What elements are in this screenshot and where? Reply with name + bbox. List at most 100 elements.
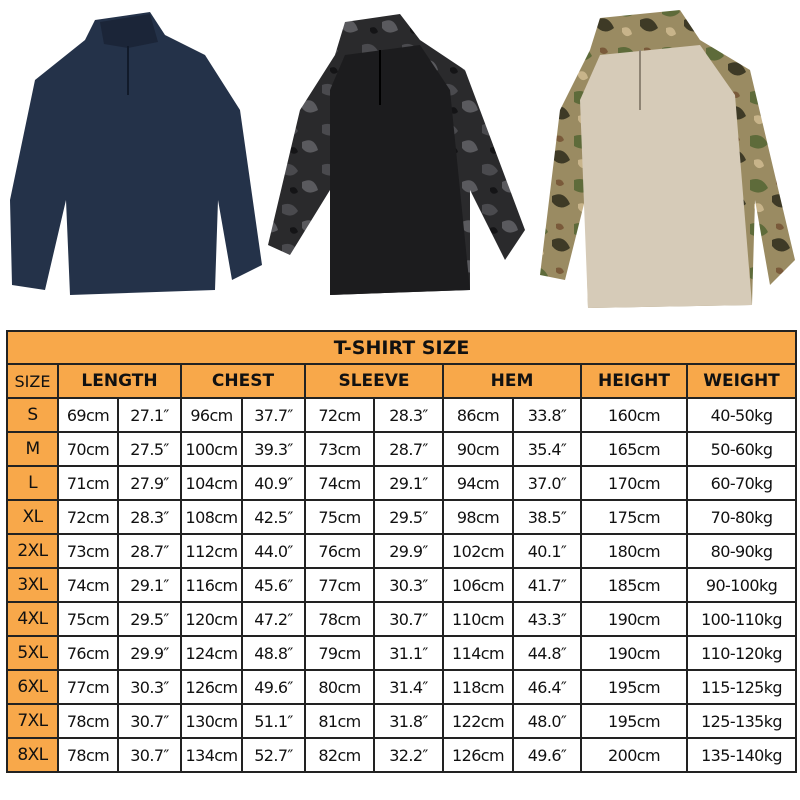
- cell-weight: 100-110kg: [685, 601, 798, 637]
- cell-length-cm: 76cm: [57, 635, 119, 671]
- cell-chest-in: 47.2″: [241, 601, 306, 637]
- cell-hem-cm: 118cm: [442, 669, 514, 705]
- cell-size: S: [6, 397, 59, 433]
- cell-sleeve-cm: 75cm: [304, 499, 375, 535]
- cell-size: 8XL: [6, 737, 59, 773]
- cell-chest-cm: 96cm: [180, 397, 243, 433]
- cell-hem-cm: 102cm: [442, 533, 514, 569]
- cell-chest-cm: 134cm: [180, 737, 243, 773]
- cell-sleeve-cm: 78cm: [304, 601, 375, 637]
- cell-size: 3XL: [6, 567, 59, 603]
- cell-length-cm: 72cm: [57, 499, 119, 535]
- cell-length-in: 29.5″: [117, 601, 182, 637]
- cell-sleeve-cm: 73cm: [304, 431, 375, 467]
- cell-weight: 90-100kg: [685, 567, 798, 603]
- table-row: M 70cm 27.5″ 100cm 39.3″ 73cm 28.7″ 90cm 35.4″ 16…: [6, 431, 798, 467]
- cell-length-cm: 71cm: [57, 465, 119, 501]
- cell-length-in: 30.3″: [117, 669, 182, 705]
- header-chest: CHEST: [180, 363, 306, 399]
- cell-chest-cm: 124cm: [180, 635, 243, 671]
- cell-hem-in: 38.5″: [512, 499, 582, 535]
- cell-chest-in: 44.0″: [241, 533, 306, 569]
- cell-sleeve-in: 30.7″: [373, 601, 444, 637]
- cell-chest-in: 45.6″: [241, 567, 306, 603]
- cell-size: L: [6, 465, 59, 501]
- cell-length-cm: 77cm: [57, 669, 119, 705]
- cell-chest-cm: 116cm: [180, 567, 243, 603]
- header-hem: HEM: [442, 363, 582, 399]
- header-length: LENGTH: [57, 363, 182, 399]
- cell-length-cm: 70cm: [57, 431, 119, 467]
- cell-chest-in: 48.8″: [241, 635, 306, 671]
- cell-length-cm: 78cm: [57, 737, 119, 773]
- cell-length-cm: 69cm: [57, 397, 119, 433]
- header-height: HEIGHT: [580, 363, 688, 399]
- size-chart-table: T-SHIRT SIZE SIZE LENGTH CHEST SLEEVE HE…: [5, 330, 798, 773]
- cell-chest-cm: 104cm: [180, 465, 243, 501]
- cell-length-in: 30.7″: [117, 737, 182, 773]
- cell-height: 170cm: [580, 465, 688, 501]
- header-sleeve: SLEEVE: [304, 363, 444, 399]
- cell-chest-cm: 120cm: [180, 601, 243, 637]
- cell-sleeve-in: 32.2″: [373, 737, 444, 773]
- cell-height: 195cm: [580, 703, 688, 739]
- header-weight: WEIGHT: [685, 363, 798, 399]
- cell-weight: 70-80kg: [685, 499, 798, 535]
- cell-size: 4XL: [6, 601, 59, 637]
- cell-sleeve-cm: 76cm: [304, 533, 375, 569]
- cell-weight: 60-70kg: [685, 465, 798, 501]
- cell-chest-in: 52.7″: [241, 737, 306, 773]
- cell-sleeve-cm: 77cm: [304, 567, 375, 603]
- cell-size: XL: [6, 499, 59, 535]
- cell-height: 190cm: [580, 601, 688, 637]
- cell-height: 185cm: [580, 567, 688, 603]
- cell-chest-cm: 100cm: [180, 431, 243, 467]
- cell-sleeve-in: 29.1″: [373, 465, 444, 501]
- cell-weight: 135-140kg: [685, 737, 798, 773]
- cell-weight: 115-125kg: [685, 669, 798, 705]
- cell-sleeve-cm: 79cm: [304, 635, 375, 671]
- cell-length-in: 27.9″: [117, 465, 182, 501]
- table-row: 7XL 78cm 30.7″ 130cm 51.1″ 81cm 31.8″ 122cm 48.0…: [6, 703, 798, 739]
- cell-chest-cm: 108cm: [180, 499, 243, 535]
- cell-chest-in: 40.9″: [241, 465, 306, 501]
- cell-size: 7XL: [6, 703, 59, 739]
- cell-hem-in: 49.6″: [512, 737, 582, 773]
- cell-length-cm: 74cm: [57, 567, 119, 603]
- cell-hem-cm: 106cm: [442, 567, 514, 603]
- cell-height: 195cm: [580, 669, 688, 705]
- cell-sleeve-in: 29.5″: [373, 499, 444, 535]
- cell-height: 160cm: [580, 397, 688, 433]
- navy-shirt: [10, 12, 262, 295]
- cell-sleeve-in: 31.4″: [373, 669, 444, 705]
- cell-length-cm: 73cm: [57, 533, 119, 569]
- table-row: L 71cm 27.9″ 104cm 40.9″ 74cm 29.1″ 94cm 37.0″ 17…: [6, 465, 798, 501]
- cell-chest-cm: 112cm: [180, 533, 243, 569]
- cell-height: 175cm: [580, 499, 688, 535]
- cell-chest-in: 39.3″: [241, 431, 306, 467]
- multicam-shirt: [540, 10, 795, 308]
- cell-length-cm: 78cm: [57, 703, 119, 739]
- cell-hem-cm: 114cm: [442, 635, 514, 671]
- cell-size: M: [6, 431, 59, 467]
- cell-sleeve-cm: 72cm: [304, 397, 375, 433]
- table-row: S 69cm 27.1″ 96cm 37.7″ 72cm 28.3″ 86cm 33.8″ 160…: [6, 397, 798, 433]
- cell-sleeve-cm: 81cm: [304, 703, 375, 739]
- cell-size: 6XL: [6, 669, 59, 705]
- cell-length-in: 27.1″: [117, 397, 182, 433]
- cell-hem-cm: 98cm: [442, 499, 514, 535]
- cell-hem-in: 35.4″: [512, 431, 582, 467]
- cell-hem-cm: 122cm: [442, 703, 514, 739]
- cell-sleeve-in: 28.3″: [373, 397, 444, 433]
- cell-size: 2XL: [6, 533, 59, 569]
- cell-sleeve-in: 31.8″: [373, 703, 444, 739]
- table-row: 5XL 76cm 29.9″ 124cm 48.8″ 79cm 31.1″ 114cm 44.8…: [6, 635, 798, 671]
- cell-weight: 40-50kg: [685, 397, 798, 433]
- cell-weight: 125-135kg: [685, 703, 798, 739]
- cell-length-in: 28.3″: [117, 499, 182, 535]
- cell-length-in: 27.5″: [117, 431, 182, 467]
- table-row: 6XL 77cm 30.3″ 126cm 49.6″ 80cm 31.4″ 118cm 46.4…: [6, 669, 798, 705]
- cell-length-in: 29.1″: [117, 567, 182, 603]
- cell-length-in: 30.7″: [117, 703, 182, 739]
- cell-hem-in: 33.8″: [512, 397, 582, 433]
